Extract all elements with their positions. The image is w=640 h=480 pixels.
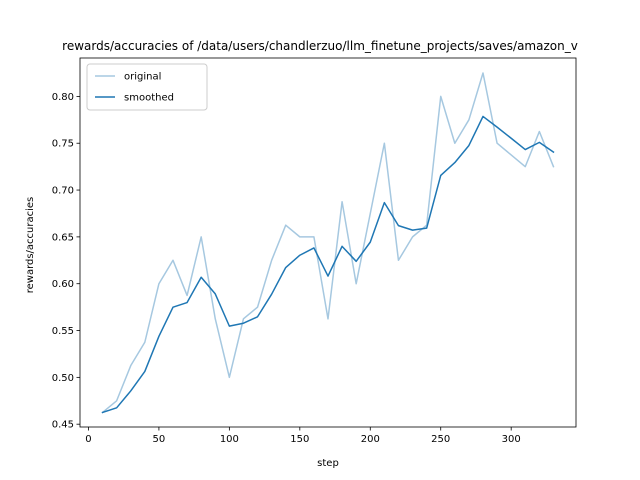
x-tick-label: 50 [153, 434, 166, 445]
y-tick-label: 0.50 [52, 373, 74, 384]
x-tick-label: 300 [502, 434, 521, 445]
y-tick-label: 0.80 [52, 92, 74, 103]
x-axis-label: step [317, 458, 339, 469]
x-tick-label: 150 [290, 434, 309, 445]
plot-area: 0 50 100 150 200 250 300 0.45 0.50 0.55 0.60 0.65 0.… [52, 57, 577, 445]
y-axis-label: rewards/accuracies [25, 197, 36, 294]
legend-entry-original: original [124, 72, 161, 83]
x-tick-label: 0 [85, 434, 91, 445]
y-tick-label: 0.60 [52, 279, 74, 290]
x-tick-label: 100 [220, 434, 239, 445]
series-line-original [101, 72, 555, 414]
y-tick-label: 0.45 [52, 420, 74, 431]
axes-frame [79, 57, 577, 428]
chart-title: rewards/accuracies of /data/users/chandl… [62, 39, 578, 53]
series-line-smoothed [101, 115, 555, 414]
x-tick-label: 250 [431, 434, 450, 445]
y-tick-label: 0.55 [52, 326, 74, 337]
y-tick-label: 0.70 [52, 186, 74, 197]
y-tick-label: 0.75 [52, 139, 74, 150]
legend-entry-smoothed: smoothed [124, 93, 174, 104]
legend-box [86, 63, 208, 111]
y-tick-label: 0.65 [52, 232, 74, 243]
x-tick-label: 200 [361, 434, 380, 445]
